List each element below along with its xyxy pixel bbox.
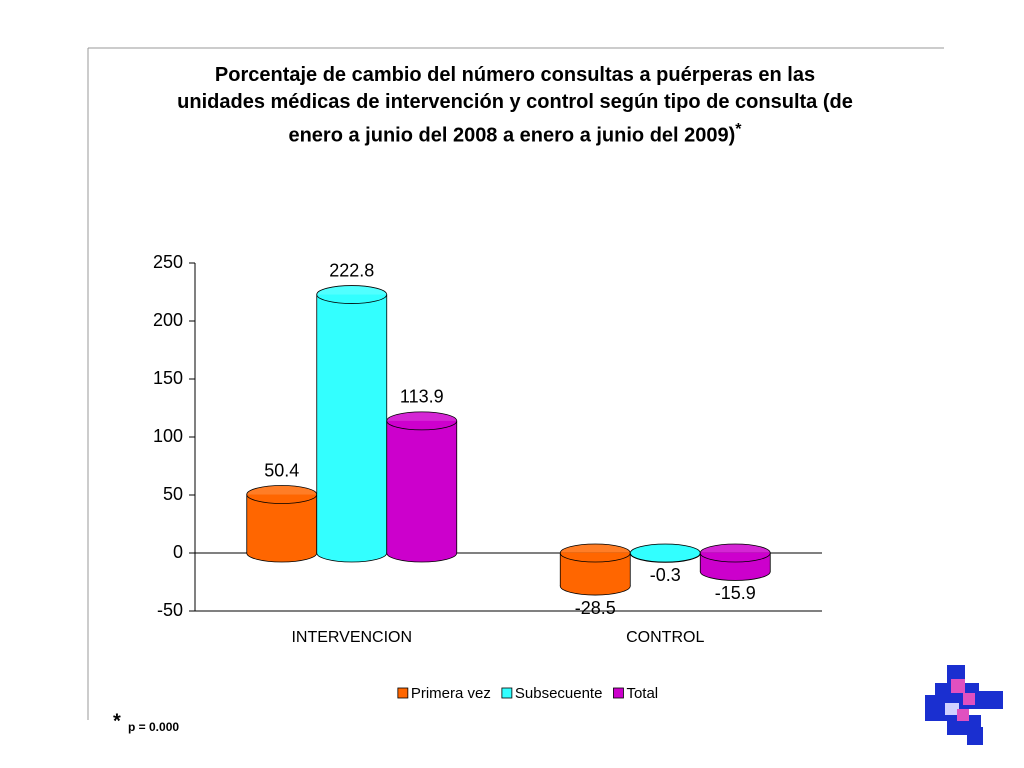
bar-part <box>246 485 318 504</box>
chart-title: Porcentaje de cambio del número consulta… <box>177 64 853 147</box>
value-label: -0.3 <box>650 565 681 585</box>
legend-label: Subsecuente <box>515 685 603 702</box>
legend-swatch <box>501 687 513 699</box>
legend-swatch <box>613 687 624 699</box>
legend-swatch <box>397 687 409 699</box>
bar <box>629 543 701 563</box>
title-note: * <box>735 121 742 138</box>
bar <box>246 485 318 563</box>
logo <box>925 665 1003 745</box>
legend-label: Primera vez <box>411 685 491 702</box>
bar <box>559 543 631 596</box>
y-tick-label: 0 <box>173 542 183 562</box>
value-label: 113.9 <box>400 387 444 407</box>
bar <box>386 411 458 563</box>
value-label: 50.4 <box>264 460 299 480</box>
bar-part <box>246 494 317 553</box>
y-tick-label: 50 <box>163 484 183 504</box>
y-tick-label: 250 <box>153 252 183 272</box>
footnote-text: p = 0.000 <box>128 720 179 734</box>
y-tick-label: -50 <box>157 600 183 620</box>
value-label: 222.8 <box>329 260 374 280</box>
bar <box>316 285 388 563</box>
x-tick-label: INTERVENCION <box>291 629 412 646</box>
bar-part <box>699 543 771 563</box>
value-label: -28.5 <box>575 598 616 618</box>
y-tick-label: 150 <box>153 368 183 388</box>
chart-title-block: Porcentaje de cambio del número consulta… <box>170 62 860 150</box>
bar-part <box>629 543 701 563</box>
bar <box>699 543 771 581</box>
bar-part <box>316 285 388 304</box>
y-tick-label: 100 <box>153 426 183 446</box>
legend-label: Total <box>626 685 658 702</box>
bar-part <box>316 294 387 553</box>
y-tick-label: 200 <box>153 310 183 330</box>
x-tick-label: CONTROL <box>626 629 704 646</box>
value-label: -15.9 <box>715 583 756 603</box>
bar-part <box>386 411 458 431</box>
bar-part <box>559 543 631 563</box>
footnote-marker: * <box>113 710 121 732</box>
bar-part <box>386 420 457 553</box>
